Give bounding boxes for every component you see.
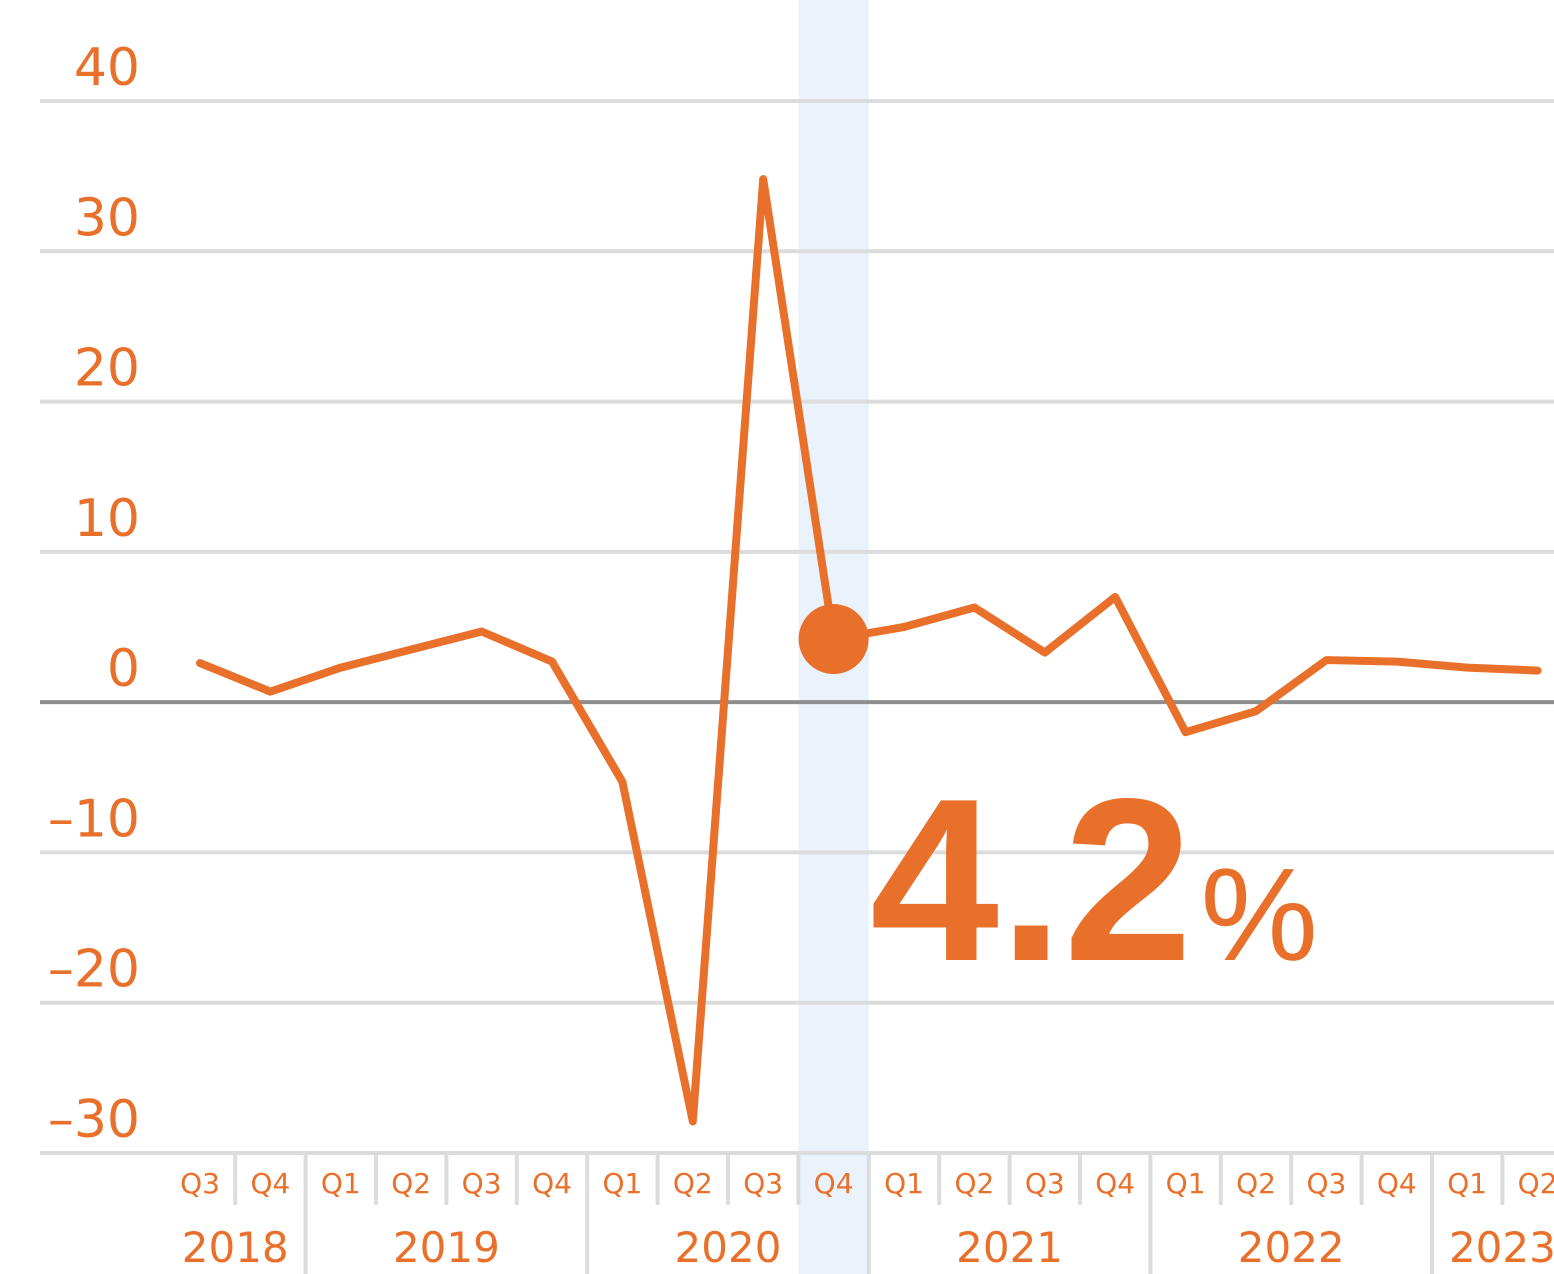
y-tick-label: 20 xyxy=(74,339,140,399)
year-label: 2021 xyxy=(956,1223,1063,1272)
y-tick-label: 30 xyxy=(74,188,140,248)
x-tick-label: Q2 xyxy=(954,1167,994,1200)
x-tick-label: Q1 xyxy=(1447,1167,1487,1200)
x-tick-label: Q3 xyxy=(1025,1167,1065,1200)
y-tick-label: –30 xyxy=(48,1090,140,1150)
x-tick-label: Q2 xyxy=(673,1167,713,1200)
year-label: 2018 xyxy=(182,1223,289,1272)
annotation-unit: % xyxy=(1201,841,1318,988)
x-tick-label: Q1 xyxy=(602,1167,642,1200)
x-tick-label: Q1 xyxy=(321,1167,361,1200)
x-tick-label: Q3 xyxy=(462,1167,502,1200)
x-tick-label: Q4 xyxy=(814,1167,854,1200)
y-tick-label: 0 xyxy=(107,639,140,699)
x-tick-label: Q3 xyxy=(180,1167,220,1200)
y-tick-label: 40 xyxy=(74,38,140,98)
year-label: 2020 xyxy=(675,1223,782,1272)
x-tick-label: Q2 xyxy=(1236,1167,1276,1200)
x-tick-label: Q3 xyxy=(743,1167,783,1200)
x-tick-label: Q4 xyxy=(532,1167,572,1200)
year-label: 2023 xyxy=(1449,1223,1554,1272)
y-tick-label: –20 xyxy=(48,940,140,1000)
x-tick-label: Q4 xyxy=(250,1167,290,1200)
series-line xyxy=(196,175,1542,1126)
x-tick-label: Q3 xyxy=(1306,1167,1346,1200)
y-tick-label: –10 xyxy=(48,789,140,849)
annotation: 4.2% xyxy=(870,751,1318,1010)
year-label: 2022 xyxy=(1238,1223,1345,1272)
x-tick-label: Q4 xyxy=(1095,1167,1135,1200)
x-tick-label: Q1 xyxy=(1166,1167,1206,1200)
annotation-value: 4.2 xyxy=(870,751,1193,1010)
x-tick-label: Q2 xyxy=(1518,1167,1554,1200)
x-tick-label: Q2 xyxy=(391,1167,431,1200)
x-tick-label: Q4 xyxy=(1377,1167,1417,1200)
x-tick-label: Q1 xyxy=(884,1167,924,1200)
highlight-dot xyxy=(798,604,869,675)
year-label: 2019 xyxy=(393,1223,500,1272)
y-tick-label: 10 xyxy=(74,489,140,549)
